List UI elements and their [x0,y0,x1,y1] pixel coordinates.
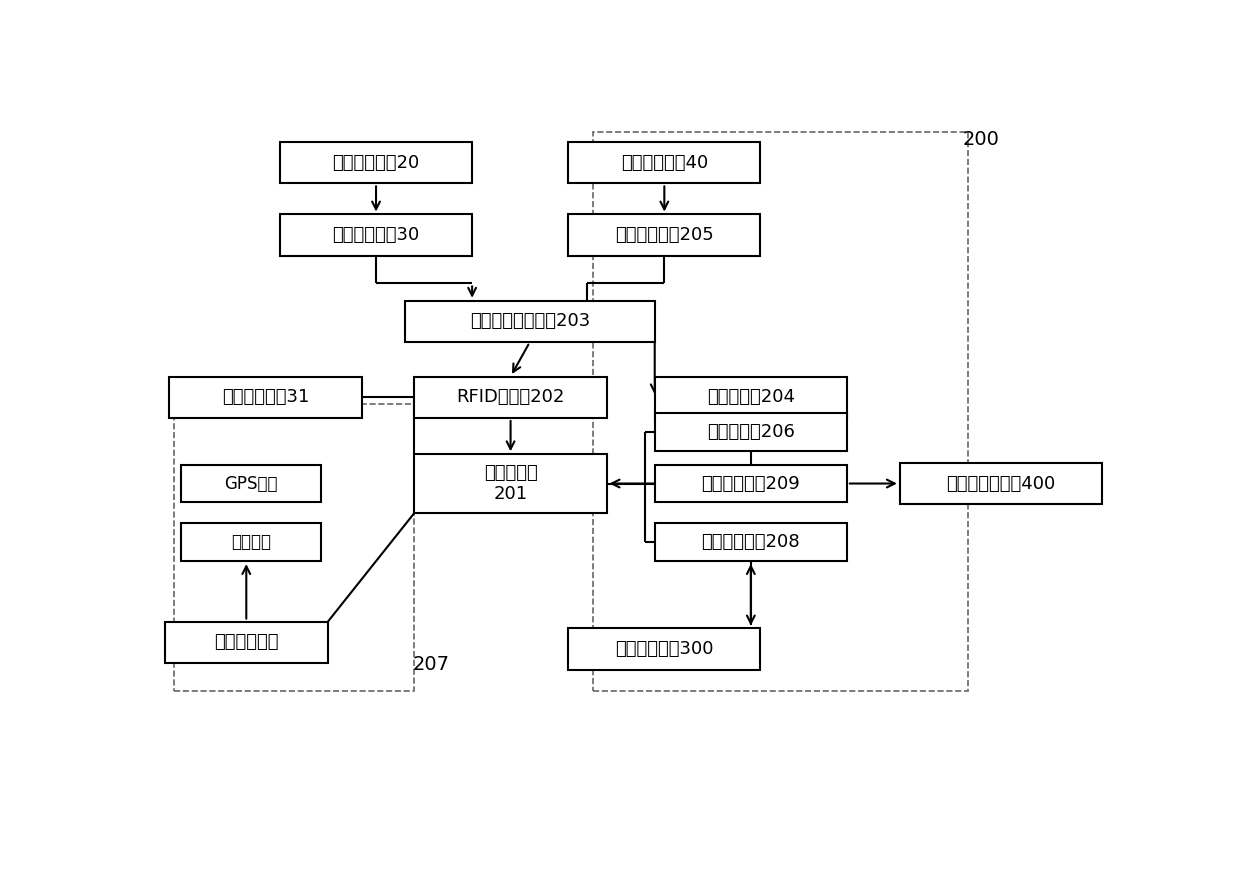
Text: 中央处理器
201: 中央处理器 201 [484,464,537,503]
Bar [170,376,362,418]
Text: GPS定位: GPS定位 [224,475,278,493]
Bar [655,523,847,561]
Text: 北斗定位: 北斗定位 [231,533,272,551]
Text: 天线切换开关电路203: 天线切换开关电路203 [470,313,590,331]
Bar [593,132,968,691]
Text: 枪支管理平台300: 枪支管理平台300 [615,640,713,658]
Text: 蓝牙通信接口209: 蓝牙通信接口209 [702,475,800,493]
Bar [404,301,655,342]
Bar [655,413,847,451]
Text: 持枪人监控终端400: 持枪人监控终端400 [946,475,1055,493]
Text: 数据通信接口208: 数据通信接口208 [702,533,800,551]
Bar [568,214,760,256]
Bar [655,376,847,418]
Bar [174,404,414,691]
Bar [280,214,472,256]
Bar [568,628,760,670]
Bar [568,142,760,184]
Text: 逻辑控制器204: 逻辑控制器204 [707,388,795,406]
Bar [280,142,472,184]
Bar [414,454,606,513]
Bar [181,523,321,561]
Text: 金属接近开关31: 金属接近开关31 [222,388,309,406]
Bar [165,622,327,663]
Text: 207: 207 [413,655,450,674]
Text: RFID读写器202: RFID读写器202 [456,388,564,406]
Bar [414,376,606,418]
Text: 第二电子标签40: 第二电子标签40 [621,154,708,172]
Text: 定位读写天线: 定位读写天线 [215,633,279,651]
Bar [181,464,321,503]
Text: 第二读写天线205: 第二读写天线205 [615,226,714,244]
Bar [655,464,847,503]
Text: 第一天读写线30: 第一天读写线30 [332,226,419,244]
Bar [900,463,1101,504]
Text: 第一电子标签20: 第一电子标签20 [332,154,419,172]
Text: 200: 200 [962,130,999,149]
Text: 数据存储器206: 数据存储器206 [707,423,795,441]
